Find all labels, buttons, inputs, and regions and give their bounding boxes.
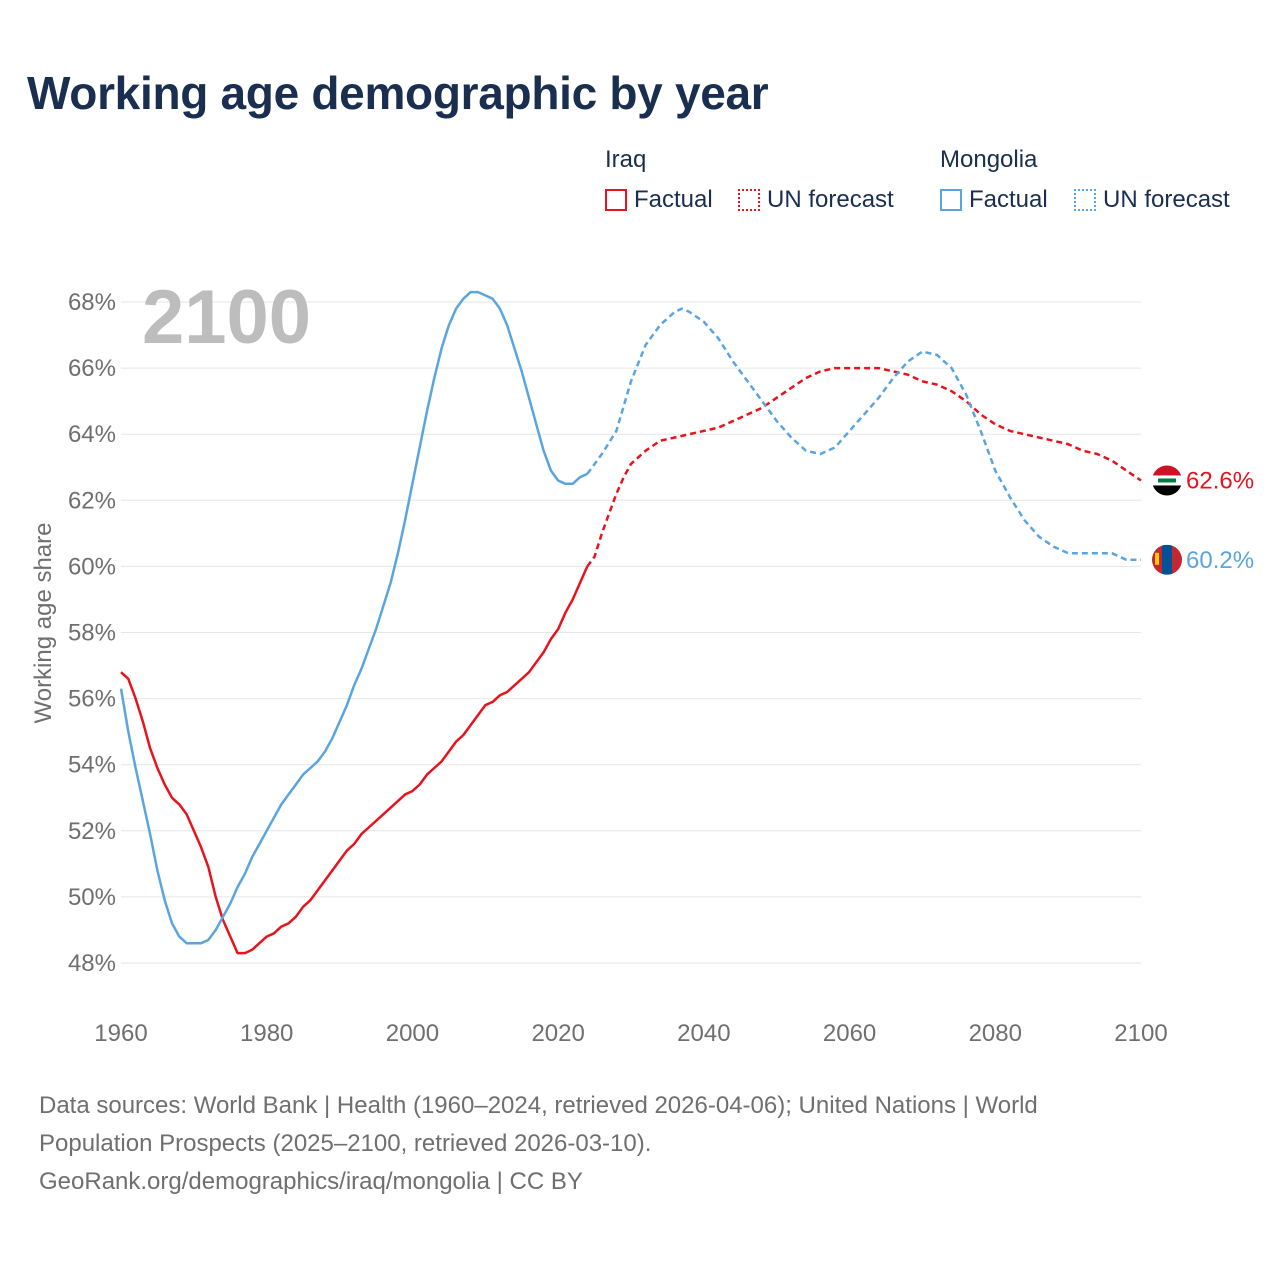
x-tick-label: 2100 bbox=[1114, 1020, 1167, 1047]
legend-iraq-forecast-label: UN forecast bbox=[767, 186, 894, 213]
y-tick-label: 56% bbox=[68, 686, 116, 713]
legend-mongolia-factual-label: Factual bbox=[969, 186, 1048, 213]
y-tick-label: 68% bbox=[68, 289, 116, 316]
legend-iraq-forecast[interactable]: UN forecast bbox=[738, 186, 894, 214]
legend-swatch-solid-icon bbox=[605, 189, 627, 211]
end-markers: 62.6% 60.2% bbox=[1152, 465, 1254, 575]
y-tick-label: 54% bbox=[68, 752, 116, 779]
x-tick-label: 2020 bbox=[531, 1020, 584, 1047]
x-tick-label: 2060 bbox=[823, 1020, 876, 1047]
grid-lines bbox=[121, 301, 1141, 964]
y-tick-label: 48% bbox=[68, 950, 116, 977]
iraq-factual-line bbox=[120, 565, 589, 955]
legend-swatch-dotted-icon bbox=[738, 189, 760, 211]
x-tick-label: 2080 bbox=[969, 1020, 1022, 1047]
sources-line-3[interactable]: GeoRank.org/demographics/iraq/mongolia |… bbox=[39, 1168, 583, 1195]
legend-group-iraq: Iraq bbox=[605, 146, 647, 173]
y-tick-label: 58% bbox=[68, 620, 116, 647]
x-tick-label: 1980 bbox=[240, 1020, 293, 1047]
line-chart: 2100 48% 50% 52% 54% 56% 58% 60% 62% 64% 66% 68% 19… bbox=[30, 275, 1254, 1047]
y-tick-label: 52% bbox=[68, 818, 116, 845]
x-tick-label: 1960 bbox=[94, 1020, 147, 1047]
x-tick-label: 2000 bbox=[386, 1020, 439, 1047]
y-tick-label: 60% bbox=[68, 553, 116, 580]
axis-labels: 48% 50% 52% 54% 56% 58% 60% 62% 64% 66% 68% 1960 198… bbox=[68, 289, 1168, 1047]
legend-iraq-factual-label: Factual bbox=[634, 186, 713, 213]
chart-title: Working age demographic by year bbox=[27, 67, 769, 119]
sources-line-2: Population Prospects (2025–2100, retriev… bbox=[39, 1130, 652, 1157]
legend-group-mongolia: Mongolia bbox=[940, 146, 1038, 173]
iraq-forecast-line bbox=[586, 366, 1142, 568]
legend-mongolia-forecast-label: UN forecast bbox=[1103, 186, 1230, 213]
y-tick-label: 62% bbox=[68, 487, 116, 514]
y-tick-label: 66% bbox=[68, 355, 116, 382]
mongolia-forecast-line bbox=[586, 307, 1141, 562]
mongolia-factual-line bbox=[119, 290, 588, 945]
legend-mongolia-factual[interactable]: Factual bbox=[940, 186, 1048, 214]
legend-iraq-factual[interactable]: Factual bbox=[605, 186, 713, 214]
legend-swatch-dotted-icon bbox=[1074, 189, 1096, 211]
iraq-flag-icon bbox=[1152, 465, 1182, 496]
year-label: 2100 bbox=[142, 275, 311, 360]
legend-swatch-solid-icon bbox=[940, 189, 962, 211]
y-axis-title: Working age share bbox=[30, 523, 57, 724]
data-sources: Data sources: World Bank | Health (1960–… bbox=[39, 1087, 1219, 1201]
iraq-end-label: 62.6% bbox=[1186, 467, 1254, 494]
sources-line-1: Data sources: World Bank | Health (1960–… bbox=[39, 1092, 1038, 1119]
y-tick-label: 64% bbox=[68, 421, 116, 448]
series-lines bbox=[119, 290, 1142, 955]
mongolia-end-label: 60.2% bbox=[1186, 547, 1254, 574]
x-tick-label: 2040 bbox=[677, 1020, 730, 1047]
y-tick-label: 50% bbox=[68, 884, 116, 911]
legend-mongolia-forecast[interactable]: UN forecast bbox=[1074, 186, 1230, 214]
mongolia-flag-icon bbox=[1152, 544, 1182, 575]
